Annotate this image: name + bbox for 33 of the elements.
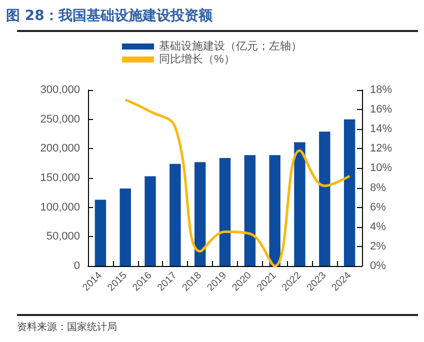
bar [120,188,131,266]
y-tick-label: 0 [74,260,80,272]
legend-label: 基础设施建设（亿元；左轴） [159,40,302,52]
bar [94,200,106,266]
bar [269,155,280,266]
bar [294,142,306,266]
legend-label: 同比增长（%） [159,52,235,66]
y2-tick-label: 0% [370,260,386,272]
chart-title: 图 28：我国基础设施建设投资额 [6,7,212,25]
y-tick-label: 150,000 [40,172,80,184]
y2-tick-label: 8% [370,182,386,194]
bar [244,155,256,266]
bar [219,158,231,266]
y2-tick-label: 10% [370,162,392,174]
bar [170,164,181,266]
bar [344,119,356,266]
bar [319,132,330,266]
y-tick-label: 300,000 [40,84,80,96]
y-tick-label: 50,000 [46,230,80,243]
y2-tick-label: 4% [370,220,386,233]
y2-tick-label: 18% [370,84,392,96]
text: 资料来源：国家统计局 [17,320,117,334]
y2-tick-label: 6% [370,201,386,214]
y2-tick-label: 2% [370,240,386,252]
bar [194,162,206,266]
y2-tick-label: 12% [370,142,392,155]
y-tick-label: 100,000 [40,201,80,214]
y2-tick-label: 14% [370,123,392,136]
y-tick-label: 200,000 [40,142,80,155]
y-tick-label: 250,000 [40,113,80,126]
bar [144,176,156,266]
y2-tick-label: 16% [370,104,392,116]
line-series [124,98,351,268]
